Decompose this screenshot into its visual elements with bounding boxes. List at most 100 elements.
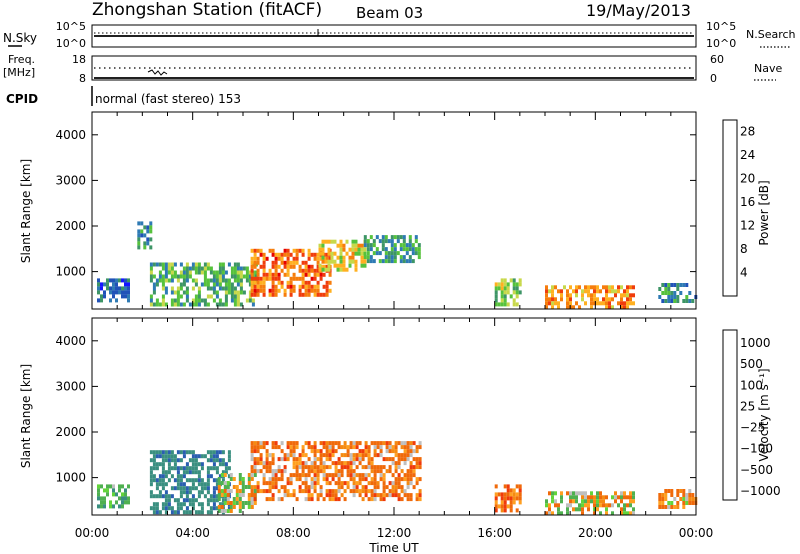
data-cell [346,481,350,486]
data-cell [400,469,404,474]
data-cell [367,457,371,462]
data-cell [212,278,216,283]
data-cell [268,276,272,281]
data-cell [629,293,632,298]
data-cell [334,497,338,502]
data-cell [229,489,233,493]
data-cell [667,505,671,509]
data-cell [301,268,305,273]
data-cell [215,486,219,491]
data-cell [605,297,608,302]
data-cell [417,243,421,248]
data-cell [185,466,189,471]
data-cell [185,290,189,295]
data-cell [418,457,422,462]
data-cell [378,251,382,256]
data-cell [182,486,186,491]
data-cell [233,298,237,303]
data-cell [115,492,118,497]
data-cell [500,508,504,513]
data-cell [191,450,195,455]
data-cell [218,262,222,267]
data-cell [215,498,219,503]
data-cell [200,462,204,467]
data-cell [375,247,379,252]
data-cell [271,481,275,486]
data-cell [161,286,165,291]
data-cell [673,299,677,303]
y-tick-label: 1000 [55,265,86,279]
data-cell [250,276,254,281]
data-cell [370,477,374,482]
data-cell [372,251,376,256]
data-cell [357,243,361,248]
data-cell [328,465,332,470]
data-cell [370,441,374,446]
data-cell [200,486,204,491]
data-cell [233,270,237,275]
data-cell [319,256,323,261]
data-cell [280,469,284,474]
data-cell [403,489,407,494]
data-cell [137,221,141,226]
data-cell [149,266,153,271]
data-cell [554,499,557,504]
data-cell [289,260,293,265]
data-cell [236,266,240,271]
data-cell [212,506,216,511]
data-cell [118,290,121,295]
data-cell [572,491,575,496]
data-cell [209,294,213,299]
data-cell [334,493,338,498]
data-cell [313,481,317,486]
data-cell [218,298,222,303]
data-cell [313,489,317,494]
data-cell [176,278,180,283]
data-cell [197,294,201,299]
y-tick-label: 4000 [55,334,86,348]
data-cell [197,510,201,515]
data-cell [676,505,680,509]
data-cell [197,262,201,267]
data-cell [551,293,554,298]
data-cell [170,510,174,515]
freq-panel: Freq. [MHz] 18 8 60 0 Nave [3,53,782,85]
data-cell [253,288,257,293]
data-cell [158,494,162,499]
data-cell [355,489,359,494]
data-cell [346,445,350,450]
data-cell [373,465,377,470]
data-cell [295,260,299,265]
data-cell [325,445,329,450]
data-cell [322,497,326,502]
data-cell [286,272,290,277]
data-cell [164,482,168,487]
y-tick-label: 1000 [55,471,86,485]
data-cell [364,449,368,454]
data-cell [223,489,227,493]
data-cell [354,263,358,268]
data-cell [218,302,222,307]
data-cell [661,291,665,295]
cpid-label: CPID [6,92,38,106]
data-cell [664,493,668,497]
data-cell [512,500,516,505]
data-cell [121,294,124,299]
data-cell [164,506,168,511]
data-cell [316,457,320,462]
data-cell [355,453,359,458]
data-cell [354,267,358,272]
data-cell [560,511,563,516]
data-cell [158,482,162,487]
data-cell [286,252,290,257]
data-cell [238,477,242,481]
data-cell [336,255,340,260]
nsky-label: N.Sky [3,31,37,45]
data-cell [215,302,219,307]
data-cell [354,259,358,264]
data-cell [494,508,498,513]
data-cell [268,489,272,494]
data-cell [241,493,245,497]
data-cell [551,289,554,294]
data-cell [230,270,234,275]
